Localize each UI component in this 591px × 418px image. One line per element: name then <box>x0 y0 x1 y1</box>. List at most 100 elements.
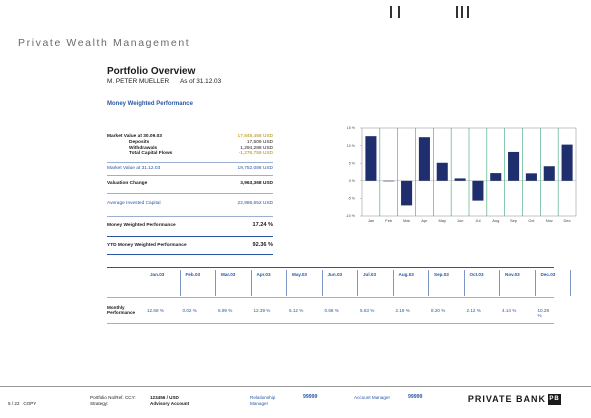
y-tick-label: 5 % <box>349 161 356 165</box>
month-value: 10.28 % <box>537 308 550 318</box>
bar-aug <box>490 173 502 181</box>
mwp-value: 17.24 % <box>252 222 273 228</box>
month-header: Dec.03 <box>540 272 556 277</box>
month-value: 5.63 % <box>360 308 375 313</box>
mv-start-label: Market Value at 30.09.03 <box>107 134 162 139</box>
x-tick-label: Apr <box>421 218 428 223</box>
x-tick-label: Jan <box>368 218 374 223</box>
portfolio-ref-values: 123456 / USD Advisory Account <box>150 395 189 406</box>
bar-feb <box>383 180 395 182</box>
month-divider <box>570 270 571 296</box>
x-tick-label: Aug <box>492 218 499 223</box>
header-title: Private Wealth Management <box>18 37 191 49</box>
y-tick-label: 15 % <box>347 126 356 130</box>
month-header: Mar.03 <box>221 272 236 277</box>
valuation-change-label: Valuation Change <box>107 181 148 186</box>
month-header: Jan.03 <box>150 272 165 277</box>
footer-rule <box>0 386 591 387</box>
bar-jun <box>454 178 466 181</box>
month-divider <box>463 270 465 296</box>
capital-flows-group: Market Value at 30.09.03 17,848,458 USD … <box>107 134 273 164</box>
ytd-label: YTD Money Weighted Performance <box>107 243 187 248</box>
am-label: Account Manager <box>354 395 391 400</box>
month-value: 8.20 % <box>431 308 446 313</box>
portfolio-title: Portfolio Overview <box>107 66 196 77</box>
month-divider <box>499 270 500 296</box>
monthly-performance-table: Jan.03 Feb.03 Mar.03 Apr.03 May.03 Jun.03 Jul.… <box>107 266 571 334</box>
divider <box>107 254 273 255</box>
table-bottom-rule <box>107 323 554 324</box>
month-divider <box>250 270 252 296</box>
portfolio-ref-label: Portfolio No/Ref. CCY: Strategy: <box>90 395 136 406</box>
x-tick-label: Mar <box>403 218 411 223</box>
month-divider <box>179 270 181 296</box>
month-value: 6.99 % <box>218 308 233 313</box>
bar-may <box>436 162 448 181</box>
month-header: Jul.03 <box>363 272 377 277</box>
strategy-value: Advisory Account <box>150 400 190 406</box>
brand-name: PRIVATE BANK <box>467 394 546 404</box>
y-tick-label: -10 % <box>346 214 356 218</box>
rm-label-line-1: Relationship <box>250 395 276 400</box>
scan-marks <box>390 6 470 18</box>
rm-label: Relationship Manager <box>250 395 275 406</box>
table-top-rule <box>107 267 554 268</box>
divider <box>107 236 273 237</box>
month-value: 2.12 % <box>466 308 481 313</box>
avg-capital-label: Average Invested Capital <box>107 201 161 206</box>
mv-end-label: Market Value at 31.12.03 <box>107 166 161 171</box>
month-header: Sep.03 <box>434 272 449 277</box>
am-value: 99999 <box>408 394 423 400</box>
withdrawals-value: 1,294,288 USD <box>240 145 273 151</box>
copy-marker: COPY <box>23 401 37 406</box>
strategy-label: Strategy: <box>90 400 109 406</box>
bar-dec <box>561 144 573 181</box>
month-value: 4.14 % <box>502 308 517 313</box>
table-mid-rule <box>107 297 554 298</box>
bar-jul <box>472 180 484 201</box>
ytd-row: YTD Money Weighted Performance 92.36 % <box>107 237 273 251</box>
valuation-change-row: Valuation Change 3,963,368 USD <box>107 176 273 190</box>
capital-flows-value: -1,276,759 USD <box>238 151 273 156</box>
bar-oct <box>525 173 537 181</box>
x-tick-label: Jun <box>457 218 463 223</box>
monthly-performance-chart: 15 % 10 % 5 % 0 % -5 % -10 % Jan Feb Mar Apr May Ju… <box>346 126 577 223</box>
x-tick-label: May <box>438 218 446 223</box>
y-tick-label: 10 % <box>347 144 356 148</box>
x-tick-label: Sep <box>510 218 518 223</box>
rm-label-line-2: Manager <box>250 400 269 406</box>
month-value: 0.02 % <box>182 308 197 313</box>
month-header: Jun.03 <box>327 272 343 277</box>
client-name: M. PETER MUELLER <box>107 78 170 85</box>
divider <box>107 162 273 163</box>
month-divider <box>215 270 216 296</box>
month-divider <box>534 270 536 296</box>
avg-capital-value: 22,986,652 USD <box>237 201 273 206</box>
x-tick-label: Dec <box>564 218 571 223</box>
page-number: 5 / 22 <box>8 401 20 406</box>
x-tick-label: Jul <box>475 218 480 223</box>
brand-badge: PB <box>548 394 561 406</box>
mv-end-value: 19,752,088 USD <box>237 166 273 171</box>
month-header: May.03 <box>292 272 307 277</box>
mv-start-value: 17,848,458 USD <box>237 134 273 139</box>
section-title: Money Weighted Performance <box>107 101 193 107</box>
y-tick-label: -5 % <box>348 197 356 201</box>
summary-block: Market Value at 30.09.03 17,848,458 USD … <box>107 134 273 255</box>
month-header: Feb.03 <box>185 272 201 277</box>
month-divider <box>392 270 394 296</box>
as-of-date: As of 31.12.03 <box>179 78 222 85</box>
bar-nov <box>543 166 555 181</box>
month-divider <box>357 270 358 296</box>
month-header: Apr.03 <box>256 272 271 277</box>
month-value: 12.39 % <box>253 308 271 313</box>
avg-capital-row: Average Invested Capital 22,986,652 USD <box>107 194 273 213</box>
x-tick-label: Feb <box>385 218 393 223</box>
month-value: 5.12 % <box>289 308 304 313</box>
month-header: Nov.03 <box>505 272 520 277</box>
portfolio-ref-value: 123456 / USD <box>150 395 179 400</box>
mwp-row: Money Weighted Performance 17.24 % <box>107 217 273 232</box>
month-value: 0.68 % <box>324 308 339 313</box>
ytd-value: 92.36 % <box>252 242 273 248</box>
client-line: M. PETER MUELLER As of 31.12.03 <box>107 78 221 85</box>
